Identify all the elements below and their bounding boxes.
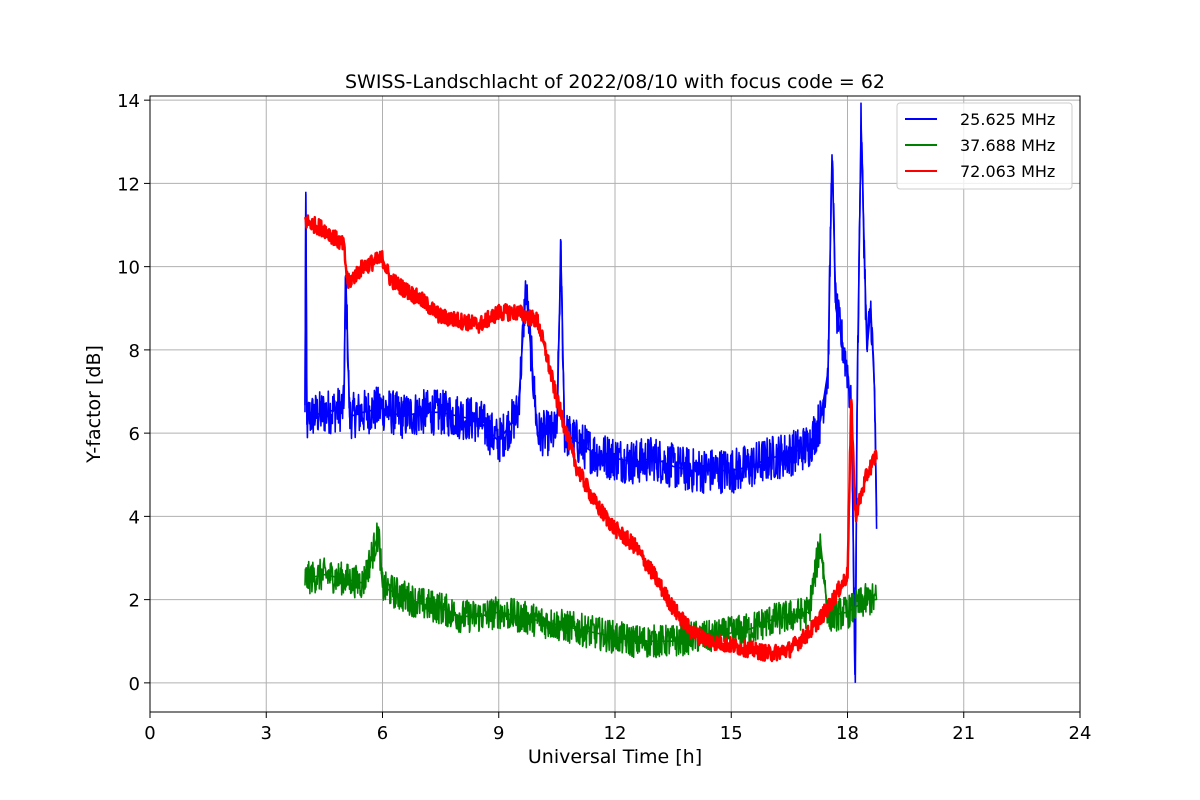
x-tick-label: 18	[836, 723, 859, 744]
y-tick-label: 4	[129, 507, 140, 528]
y-tick-label: 2	[129, 591, 140, 612]
y-tick-label: 8	[129, 341, 140, 362]
x-tick-label: 0	[144, 723, 155, 744]
series-line-3	[303, 214, 878, 663]
y-tick-label: 14	[117, 91, 140, 112]
series-peaks-2	[304, 532, 877, 642]
legend-label: 25.625 MHz	[960, 110, 1055, 129]
series-peaks-3	[304, 220, 878, 655]
chart-title: SWISS-Landschlacht of 2022/08/10 with fo…	[345, 71, 885, 93]
series-line-1	[304, 102, 878, 676]
x-tick-label: 6	[377, 723, 388, 744]
legend-box	[896, 102, 1073, 190]
y-tick-label: 10	[117, 258, 140, 279]
y-tick-label: 6	[129, 424, 140, 445]
x-tick-label: 9	[493, 723, 504, 744]
legend: 25.625 MHz 37.688 MHz 72.063 MHz	[896, 102, 1073, 190]
x-tick-label: 15	[720, 723, 743, 744]
x-axis-title: Universal Time [h]	[528, 746, 702, 768]
series-line-2	[304, 522, 878, 659]
y-tick-label: 0	[129, 674, 140, 695]
x-tick-label: 24	[1069, 723, 1092, 744]
y-axis-title: Y-factor [dB]	[83, 345, 105, 464]
x-tick-label: 3	[261, 723, 272, 744]
y-tick-label: 12	[117, 174, 140, 195]
legend-label: 37.688 MHz	[960, 136, 1055, 155]
series-peaks-1	[304, 125, 878, 683]
x-tick-label: 21	[952, 723, 975, 744]
series-layer	[303, 102, 878, 683]
x-tick-label: 12	[604, 723, 627, 744]
legend-label: 72.063 MHz	[960, 162, 1055, 181]
